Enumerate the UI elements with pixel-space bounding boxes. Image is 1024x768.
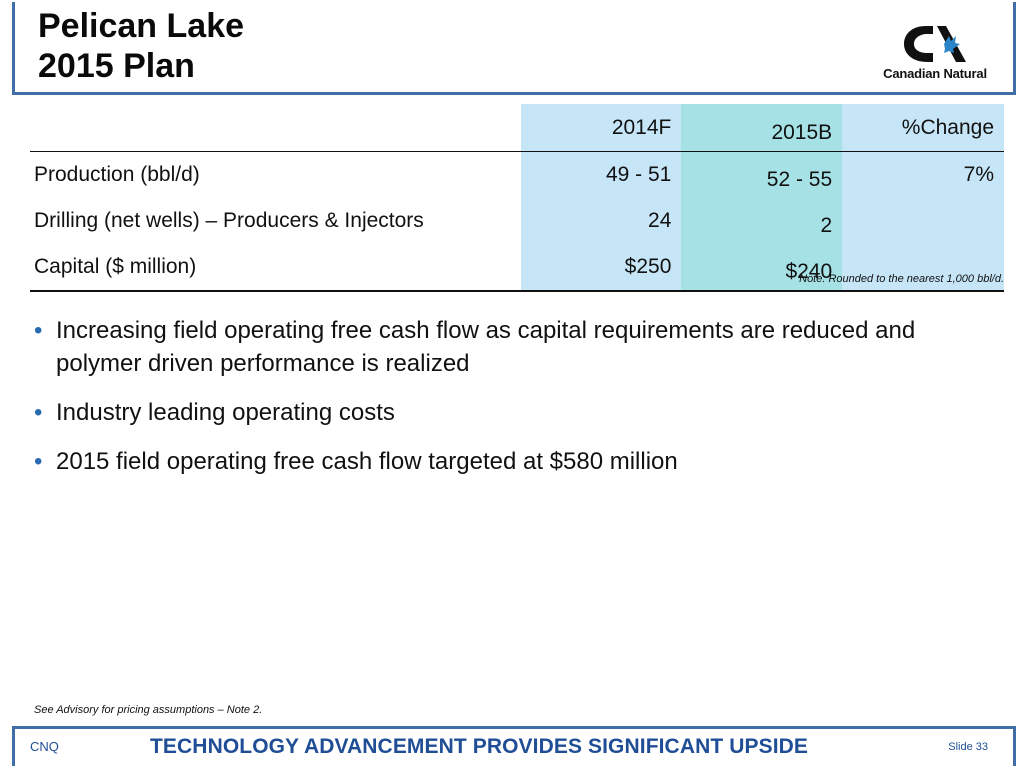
table-row: Capital ($ million) $250 $240 [30,244,1004,291]
table-note: Note: Rounded to the nearest 1,000 bbl/d… [799,273,1004,285]
cell-change [842,198,1004,244]
title-line-2: 2015 Plan [38,47,195,85]
slide-number: Slide 33 [948,741,988,753]
cell-2015b: 2 [681,198,843,244]
bullet-dot-icon: • [34,317,43,344]
canadian-natural-logo: Canadian Natural [872,22,998,84]
cell-2015b: 52 - 55 [681,151,843,198]
table-header-row: 2014F 2015B %Change [30,104,1004,152]
canadian-natural-logo-icon [904,26,966,62]
cell-2014f: 24 [520,198,682,244]
header-2015b: 2015B [681,104,843,152]
logo-text: Canadian Natural [883,66,987,81]
row-label: Drilling (net wells) – Producers & Injec… [34,209,424,232]
table-row: Drilling (net wells) – Producers & Injec… [30,198,1004,244]
bullet-text: Increasing field operating free cash flo… [56,317,916,377]
list-item: • Industry leading operating costs [34,396,934,429]
list-item: • 2015 field operating free cash flow ta… [34,445,934,478]
cell-2014f: 49 - 51 [520,151,682,198]
footer-ticker: CNQ [30,739,59,754]
row-label: Production (bbl/d) [34,163,200,186]
table-row: Production (bbl/d) 49 - 51 52 - 55 7% [30,151,1004,198]
bullet-list: • Increasing field operating free cash f… [34,314,934,494]
bullet-text: Industry leading operating costs [56,399,395,426]
header-2014f: 2014F [520,104,682,152]
header-frame [12,2,1016,95]
bullet-dot-icon: • [34,399,43,426]
header-label [30,104,521,152]
bullet-dot-icon: • [34,448,43,475]
cell-2015b: $240 [681,244,843,291]
list-item: • Increasing field operating free cash f… [34,314,934,380]
header-change: %Change [842,104,1004,152]
row-label: Capital ($ million) [34,255,197,278]
plan-table: 2014F 2015B %Change Production (bbl/d) 4… [30,104,1004,292]
footer-frame [12,726,1016,766]
cell-change [842,244,1004,291]
bullet-text: 2015 field operating free cash flow targ… [56,448,678,475]
page-title: Pelican Lake 2015 Plan [38,6,244,86]
title-line-1: Pelican Lake [38,7,245,45]
footer-tagline: TECHNOLOGY ADVANCEMENT PROVIDES SIGNIFIC… [150,735,808,758]
cell-2014f: $250 [520,244,682,291]
cell-change: 7% [842,151,1004,198]
advisory-note: See Advisory for pricing assumptions – N… [34,704,263,716]
